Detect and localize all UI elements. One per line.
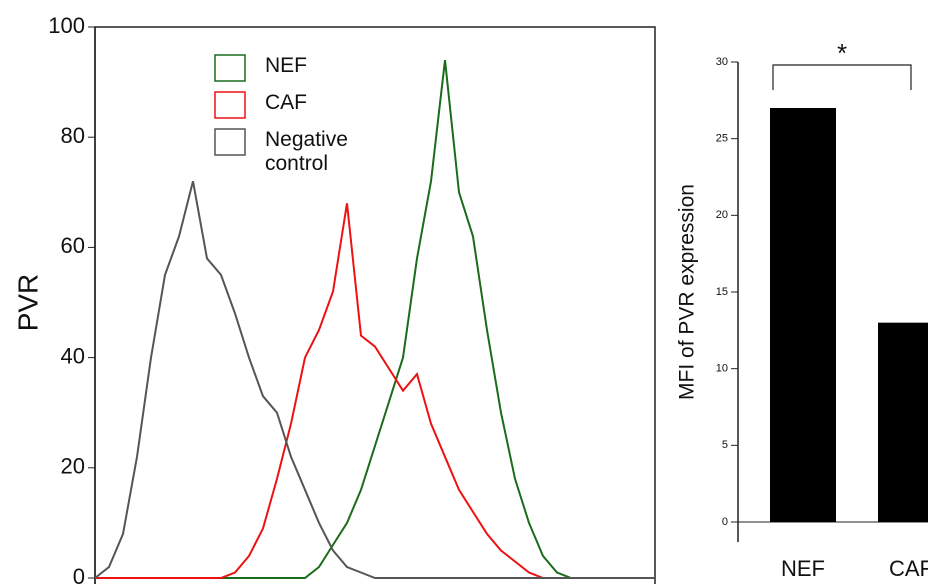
y-tick-label: 20 [716, 209, 728, 221]
series-line [95, 59, 655, 579]
y-tick-label: 30 [716, 56, 728, 68]
significance-bracket [772, 64, 912, 90]
y-tick-label: 40 [61, 343, 85, 368]
legend-swatch [214, 128, 246, 156]
y-tick-label: 10 [716, 363, 728, 375]
y-axis-label: MFI of PVR expression [676, 184, 699, 400]
legend-swatch [214, 91, 246, 119]
y-tick-label: 20 [61, 454, 85, 479]
legend-label: NEF [265, 54, 307, 77]
legend-label: CAF [265, 91, 307, 114]
bar [770, 108, 836, 522]
legend-swatch [214, 54, 246, 82]
series-line [94, 181, 655, 579]
series-line [95, 203, 655, 579]
annotation: * [837, 38, 847, 68]
y-tick-label: 0 [722, 516, 728, 528]
y-axis-label: PVR [12, 274, 43, 332]
y-tick-label: 25 [716, 133, 728, 145]
legend-label: Negative control [265, 128, 348, 175]
y-tick-label: 80 [61, 123, 85, 148]
y-tick-label: 60 [61, 233, 85, 258]
plot-frame [94, 26, 656, 584]
bar [878, 322, 928, 522]
y-tick-label: 0 [73, 564, 85, 584]
y-tick-label: 100 [48, 13, 85, 38]
x-tick-label: CAF [889, 556, 928, 581]
x-tick-label: NEF [781, 556, 825, 581]
y-tick-label: 15 [716, 286, 728, 298]
y-tick-label: 5 [722, 439, 728, 451]
